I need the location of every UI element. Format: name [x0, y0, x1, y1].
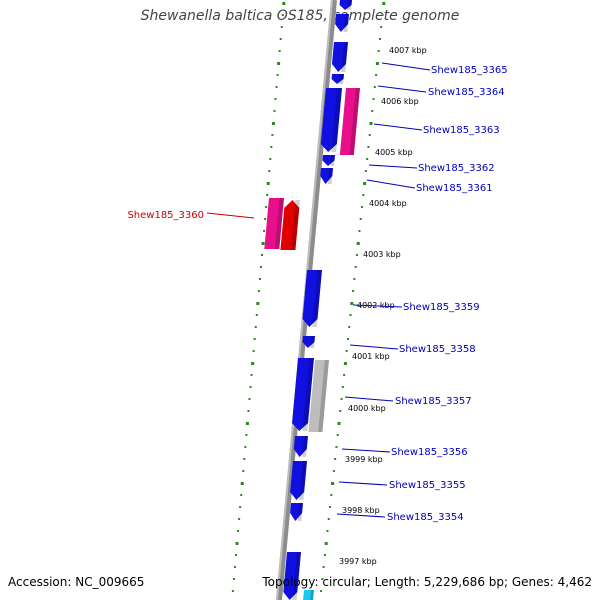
- kbp-label: 4006 kbp: [381, 97, 419, 106]
- label-leader-line: [206, 212, 255, 219]
- label-leader-line: [368, 164, 418, 169]
- gene-feature[interactable]: [293, 436, 308, 457]
- gene-label[interactable]: Shew185_3362: [418, 163, 495, 174]
- label-leader-line: [338, 481, 388, 486]
- gene-shading: [330, 155, 335, 166]
- outer-tick-track: [320, 2, 386, 592]
- topology-text: Topology: circular; Length: 5,229,686 bp…: [262, 575, 592, 589]
- inner-tick-track: [231, 2, 286, 592]
- gene-shading: [302, 436, 308, 457]
- gene-shading: [310, 336, 315, 348]
- gene-labels: Shew185_3365 Shew185_3364 Shew185_3363 Shew…: [127, 62, 508, 523]
- gene-feature[interactable]: [302, 270, 322, 327]
- gene-label[interactable]: Shew185_3363: [423, 125, 500, 136]
- gene-label[interactable]: Shew185_3359: [403, 302, 480, 313]
- gene-feature[interactable]: [290, 503, 303, 521]
- label-leader-line: [336, 513, 386, 518]
- kbp-label: 4007 kbp: [389, 46, 427, 55]
- gene-feature[interactable]: [339, 0, 352, 10]
- gene-feature[interactable]: [264, 198, 284, 249]
- gene-feature[interactable]: [320, 88, 342, 152]
- label-leader-line: [373, 123, 423, 131]
- kbp-label: 3999 kbp: [345, 455, 383, 464]
- gene-label[interactable]: Shew185_3365: [431, 65, 508, 76]
- gene-feature[interactable]: [335, 14, 349, 32]
- gene-shading: [347, 0, 352, 10]
- gene-label[interactable]: Shew185_3355: [389, 480, 466, 491]
- gene-shading: [297, 503, 303, 521]
- label-leader-line: [341, 448, 391, 453]
- page-title: Shewanella baltica OS185, complete genom…: [140, 8, 460, 24]
- label-leader-line: [352, 304, 403, 308]
- gene-feature[interactable]: [320, 168, 333, 184]
- gene-feature[interactable]: [339, 88, 360, 155]
- label-leader-line: [381, 62, 431, 71]
- kbp-label: 4001 kbp: [352, 352, 390, 361]
- gene-shading: [349, 88, 360, 155]
- gene-feature[interactable]: [303, 590, 314, 600]
- gene-shading: [343, 14, 349, 32]
- gene-shading: [339, 74, 344, 84]
- gene-feature[interactable]: [283, 552, 301, 600]
- gene-feature[interactable]: [292, 358, 314, 431]
- gene-shading: [302, 358, 314, 431]
- gene-track: [264, 0, 360, 600]
- label-leader-line: [366, 179, 416, 189]
- gene-shading: [292, 552, 301, 600]
- kbp-label: 4000 kbp: [348, 404, 386, 413]
- gene-shading: [341, 42, 348, 72]
- gene-feature[interactable]: [331, 74, 344, 84]
- label-leader-line: [344, 396, 394, 402]
- gene-shading: [327, 168, 333, 184]
- gene-shading: [290, 200, 300, 250]
- gene-shading: [331, 88, 342, 152]
- gene-feature[interactable]: [280, 200, 300, 250]
- kbp-label: 4004 kbp: [369, 199, 407, 208]
- gene-label[interactable]: Shew185_3361: [416, 183, 493, 194]
- gene-shading: [312, 270, 322, 327]
- gene-shading: [299, 461, 307, 500]
- accession-text: Accession: NC_009665: [8, 575, 145, 589]
- gene-label[interactable]: Shew185_3364: [428, 87, 505, 98]
- kbp-label: 3998 kbp: [342, 506, 380, 515]
- gene-label[interactable]: Shew185_3356: [391, 447, 468, 458]
- label-leader-line: [349, 344, 399, 350]
- label-leader-line: [377, 85, 427, 93]
- gene-feature[interactable]: [302, 336, 315, 348]
- kbp-label: 4005 kbp: [375, 148, 413, 157]
- kbp-label: 3997 kbp: [339, 557, 377, 566]
- gene-shading: [318, 360, 329, 432]
- gene-label[interactable]: Shew185_3358: [399, 344, 476, 355]
- gene-shading: [310, 590, 314, 600]
- gene-feature[interactable]: [322, 155, 335, 166]
- gene-label[interactable]: Shew185_3357: [395, 396, 472, 407]
- gene-label[interactable]: Shew185_3360: [127, 210, 204, 221]
- gene-feature[interactable]: [308, 360, 329, 432]
- kbp-label: 4003 kbp: [363, 250, 401, 259]
- gene-label[interactable]: Shew185_3354: [387, 512, 464, 523]
- gene-feature[interactable]: [290, 461, 307, 500]
- gene-shading: [274, 198, 284, 249]
- gene-feature[interactable]: [331, 42, 348, 72]
